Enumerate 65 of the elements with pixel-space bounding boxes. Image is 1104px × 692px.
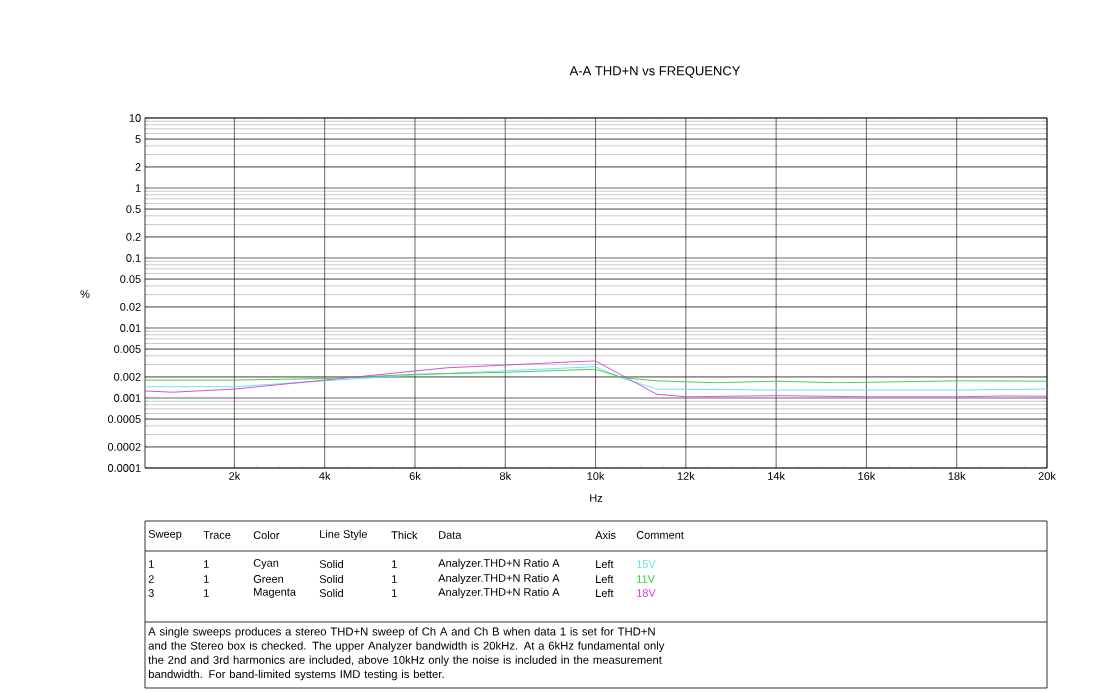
x-tick-label: 4k	[319, 471, 331, 480]
text: Solid	[319, 574, 343, 584]
x-tick-label: 14k	[768, 471, 786, 480]
text: Analyzer.THD+N Ratio A	[438, 573, 560, 585]
y-tick-label: 5	[135, 135, 141, 143]
text: 1	[392, 575, 397, 583]
text: Data	[439, 531, 462, 539]
y-tick-label: 0.001	[114, 394, 141, 402]
y-tick-label: 0.002	[114, 373, 141, 381]
x-tick-label: 20k	[1038, 471, 1056, 480]
y-tick-label: 0.1	[126, 254, 141, 262]
y-tick-label: 0.05	[120, 275, 141, 283]
text: 1	[392, 589, 397, 597]
text: Sweep	[148, 530, 182, 540]
y-tick-label: 0.0001	[107, 464, 141, 472]
text: Analyzer.THD+N Ratio A	[438, 558, 560, 570]
text: Solid	[319, 559, 343, 569]
x-tick-label: 16k	[858, 471, 876, 480]
y-axis-title: %	[80, 290, 90, 298]
y-tick-label: 0.02	[120, 303, 141, 311]
text: 15V	[637, 560, 656, 568]
text: Left	[596, 559, 614, 569]
y-tick-label: 0.0005	[107, 415, 141, 423]
text: Line Style	[320, 529, 368, 541]
text: Trace	[203, 531, 231, 539]
y-tick-label: 1	[135, 184, 141, 192]
y-tick-label: 0.01	[120, 324, 141, 332]
text: Green	[253, 575, 284, 583]
text: Magenta	[254, 588, 297, 598]
x-tick-label: 2k	[229, 471, 241, 480]
text: A single sweeps produces a stereo THD+N sweep of Ch A and Ch B when data 1 is set for THD+N and the Stereo box is checked. The upper Analyzer bandwidth is 20kHz. At a 6kHz fundamental only the 2nd and 3rd harmonics are included, above 10kHz only the noise is included in the measurement bandwidth. For band-limited systems IMD testing is better.	[148, 627, 665, 681]
y-tick-label: 2	[135, 163, 141, 171]
y-tick-label: 0.005	[114, 345, 141, 353]
text: Solid	[319, 588, 343, 598]
text: 2	[148, 575, 154, 583]
text: 1	[392, 560, 397, 568]
chart-title: A-A THD+N vs FREQUENCY	[569, 66, 741, 78]
x-tick-label: 12k	[677, 471, 695, 480]
line-series	[145, 368, 1047, 384]
text: Color	[253, 530, 280, 540]
text: 1	[149, 560, 154, 568]
text: 1	[204, 589, 209, 597]
text: Cyan	[253, 559, 279, 569]
text: Thick	[391, 530, 418, 540]
text: Left	[596, 574, 614, 584]
y-tick-label: 0.2	[126, 233, 141, 241]
x-tick-label: 18k	[948, 471, 966, 480]
y-tick-label: 10	[129, 114, 141, 122]
text: 1	[204, 560, 209, 568]
y-tick-label: 0.5	[126, 205, 141, 213]
text: Comment	[636, 531, 684, 539]
x-tick-label: 8k	[499, 471, 512, 480]
text: Axis	[595, 530, 616, 540]
line-series	[145, 366, 1047, 391]
y-tick-label: 0.0002	[107, 443, 141, 451]
text: Left	[596, 588, 614, 598]
text: 1	[204, 575, 209, 583]
text: 18V	[637, 589, 656, 597]
line-series	[145, 360, 1047, 398]
x-tick-label: 10k	[587, 471, 605, 480]
x-tick-label: 6k	[409, 471, 421, 480]
x-axis-title: Hz	[590, 494, 603, 502]
text: 3	[148, 589, 154, 597]
text: Analyzer.THD+N Ratio A	[438, 587, 560, 599]
text: 11V	[637, 575, 655, 583]
